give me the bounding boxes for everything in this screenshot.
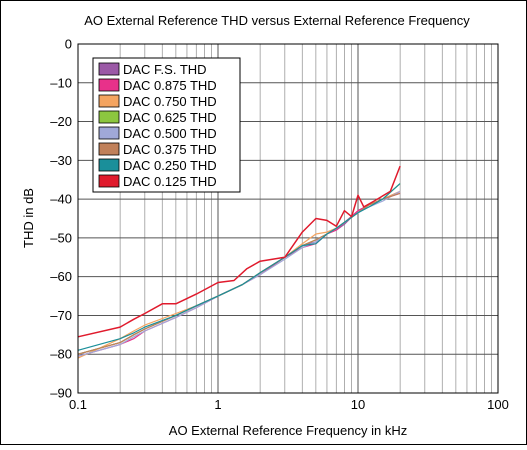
legend-swatch xyxy=(98,62,120,76)
legend-swatch xyxy=(98,142,120,156)
legend-label: DAC 0.125 THD xyxy=(123,174,217,189)
x-axis-label: AO External Reference Frequency in kHz xyxy=(169,423,407,438)
y-tick-label: –20 xyxy=(50,114,72,129)
legend-label: DAC 0.875 THD xyxy=(123,78,217,93)
legend-label: DAC 0.750 THD xyxy=(123,94,217,109)
y-tick-label: –70 xyxy=(50,308,72,323)
legend-swatch xyxy=(98,78,120,92)
plot-frame xyxy=(77,43,499,394)
y-tick-label: –80 xyxy=(50,347,72,362)
legend-label: DAC 0.500 THD xyxy=(123,126,217,141)
legend-label: DAC 0.375 THD xyxy=(123,142,217,157)
series-line-7 xyxy=(77,165,401,338)
legend-label: DAC 0.625 THD xyxy=(123,110,217,125)
x-tick-label: 100 xyxy=(487,397,509,412)
y-axis-label: THD in dB xyxy=(21,188,36,248)
tick-layer: 0.1 1 10 100 0 –10 –20 –30 –40 –50 –60 –70 –80 –90 xyxy=(50,37,509,413)
legend-swatch xyxy=(98,126,120,140)
legend-label: DAC F.S. THD xyxy=(123,62,207,77)
y-tick-label: –60 xyxy=(50,269,72,284)
x-tick-label: 1 xyxy=(214,397,221,412)
legend-label: DAC 0.250 THD xyxy=(123,158,217,173)
x-tick-label: 10 xyxy=(351,397,365,412)
y-tick-label: –30 xyxy=(50,153,72,168)
chart-title: AO External Reference THD versus Externa… xyxy=(84,13,470,28)
x-tick-label: 0.1 xyxy=(69,397,87,412)
legend-swatch xyxy=(98,158,120,172)
y-tick-label: 0 xyxy=(65,37,72,52)
y-tick-label: –10 xyxy=(50,75,72,90)
legend-swatch xyxy=(98,94,120,108)
y-tick-label: –40 xyxy=(50,192,72,207)
legend-swatch xyxy=(98,174,120,188)
y-tick-label: –50 xyxy=(50,230,72,245)
legend-swatch xyxy=(98,110,120,124)
y-tick-label: –90 xyxy=(50,386,72,401)
series-layer xyxy=(77,165,401,359)
